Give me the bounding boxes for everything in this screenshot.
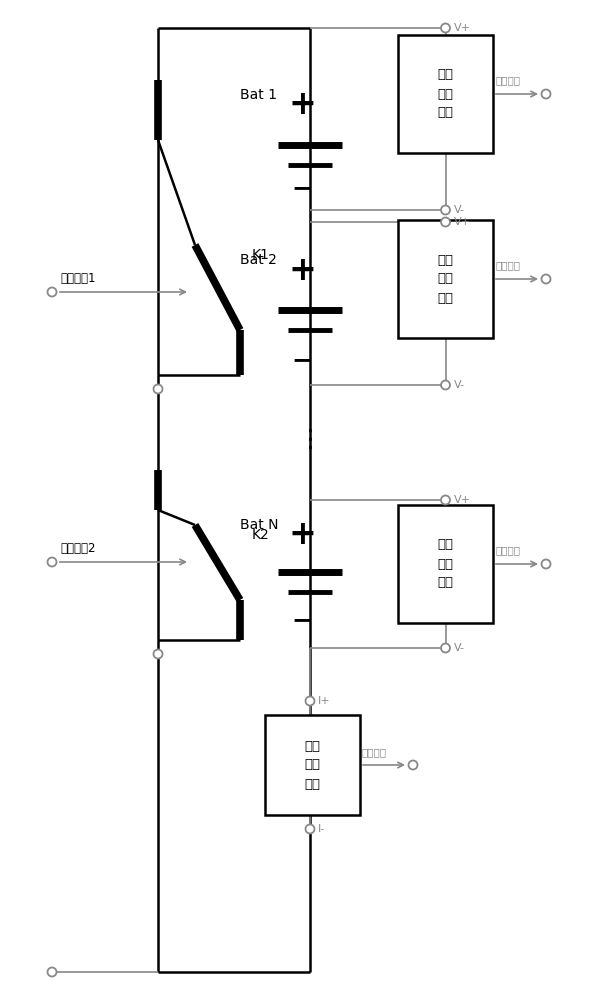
Text: 电流信号: 电流信号	[362, 747, 387, 757]
Text: 驱动信号1: 驱动信号1	[60, 271, 96, 284]
Circle shape	[408, 760, 417, 770]
Bar	[265, 715, 360, 815]
Text: V+: V+	[453, 23, 471, 33]
Circle shape	[47, 558, 56, 566]
Text: V+: V+	[453, 217, 471, 227]
Circle shape	[441, 495, 450, 504]
Text: V-: V-	[453, 643, 465, 653]
Text: V+: V+	[453, 495, 471, 505]
Circle shape	[306, 696, 315, 706]
Circle shape	[542, 274, 551, 284]
Text: −: −	[291, 348, 313, 372]
Circle shape	[441, 380, 450, 389]
Circle shape	[47, 968, 56, 976]
Text: I+: I+	[318, 696, 331, 706]
Text: 电压信号: 电压信号	[495, 75, 520, 85]
Text: V-: V-	[453, 380, 465, 390]
Text: K2: K2	[252, 528, 270, 542]
Circle shape	[542, 90, 551, 99]
Text: I-: I-	[318, 824, 325, 834]
Text: 实时
电压
采样: 实时 电压 采样	[438, 253, 453, 304]
Circle shape	[441, 206, 450, 215]
Bar	[398, 35, 493, 153]
Text: −: −	[291, 608, 313, 632]
Text: −: −	[291, 176, 313, 200]
Bar	[398, 505, 493, 623]
Text: +: +	[288, 518, 316, 552]
Text: 实时
电压
采样: 实时 电压 采样	[438, 538, 453, 589]
Text: Bat 1: Bat 1	[240, 88, 277, 102]
Circle shape	[306, 824, 315, 834]
Circle shape	[47, 288, 56, 296]
Text: K1: K1	[252, 248, 270, 262]
Circle shape	[542, 560, 551, 568]
Text: 电压信号: 电压信号	[495, 545, 520, 555]
Text: 电压信号: 电压信号	[495, 260, 520, 270]
Circle shape	[441, 23, 450, 32]
Text: 实时
电流
采样: 实时 电流 采样	[304, 740, 321, 790]
Text: +: +	[288, 253, 316, 286]
Text: V-: V-	[453, 205, 465, 215]
Text: ⋮: ⋮	[297, 428, 322, 452]
Circle shape	[154, 650, 163, 658]
Text: +: +	[288, 89, 316, 121]
Text: Bat N: Bat N	[240, 518, 279, 532]
Text: 实时
电压
采样: 实时 电压 采样	[438, 68, 453, 119]
Text: 驱动信号2: 驱动信号2	[60, 542, 96, 554]
Bar	[398, 220, 493, 338]
Circle shape	[154, 384, 163, 393]
Circle shape	[441, 218, 450, 227]
Circle shape	[441, 644, 450, 652]
Text: Bat 2: Bat 2	[240, 253, 277, 267]
